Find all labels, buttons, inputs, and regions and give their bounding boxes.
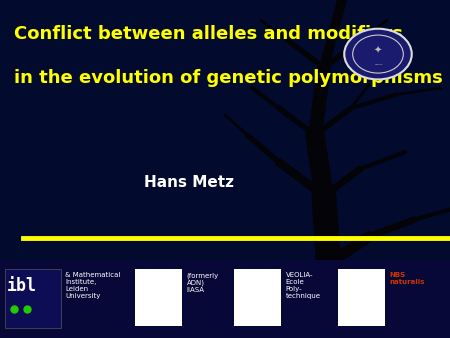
Bar xyxy=(338,269,385,326)
Text: NBS
naturalis: NBS naturalis xyxy=(389,272,425,285)
Text: ✦: ✦ xyxy=(374,46,382,56)
Bar xyxy=(135,269,182,326)
Text: ___: ___ xyxy=(374,60,382,65)
Text: Conflict between alleles and modifiers: Conflict between alleles and modifiers xyxy=(14,25,402,43)
Bar xyxy=(4,269,61,328)
Text: Hans Metz: Hans Metz xyxy=(144,175,234,190)
Circle shape xyxy=(344,29,412,79)
Text: ibl: ibl xyxy=(7,276,37,295)
Text: in the evolution of genetic polymorphisms: in the evolution of genetic polymorphism… xyxy=(14,69,442,87)
Text: VEOLIA-
Ecole
Poly-
technique: VEOLIA- Ecole Poly- technique xyxy=(286,272,321,299)
Bar xyxy=(234,269,281,326)
Text: & Mathematical
Institute,
Leiden
University: & Mathematical Institute, Leiden Univers… xyxy=(65,272,121,299)
Bar xyxy=(0,260,450,338)
Text: (formerly
ADN)
IIASA: (formerly ADN) IIASA xyxy=(187,272,219,293)
